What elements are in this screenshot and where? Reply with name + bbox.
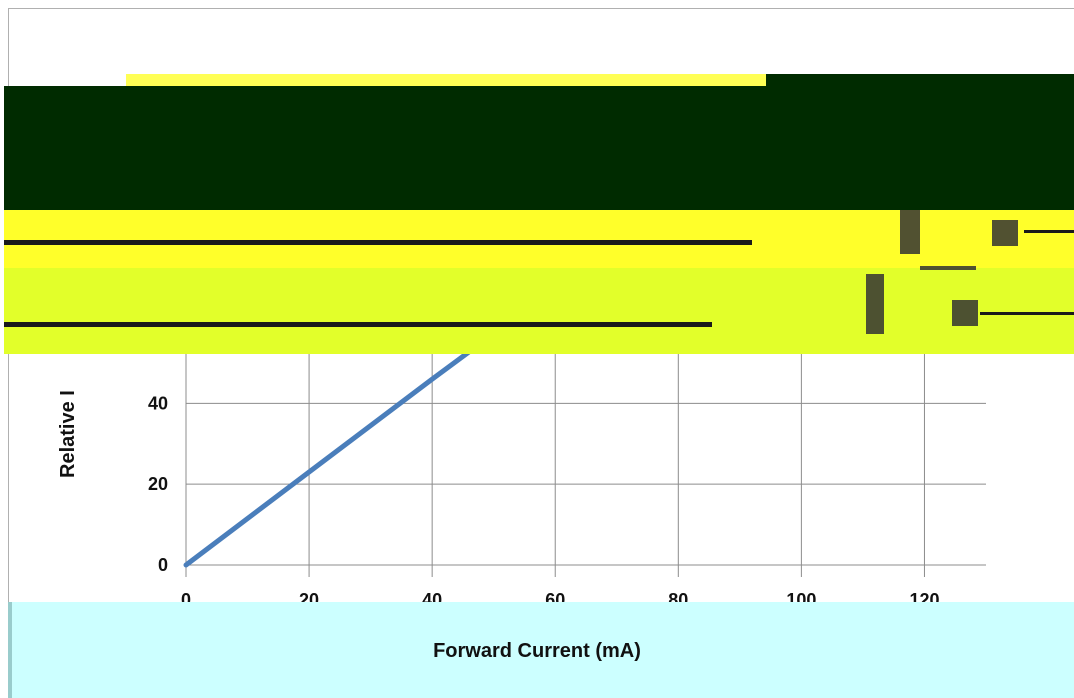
glitch-band-edge — [8, 602, 12, 698]
glitch-band-lime — [4, 268, 1074, 354]
x-axis-title: Forward Current (mA) — [433, 640, 641, 662]
y-tick-label: 20 — [148, 474, 168, 494]
glitch-band-bottom — [8, 602, 1074, 698]
glitch-block — [952, 300, 978, 326]
glitch-block — [900, 210, 920, 254]
glitch-band-dark — [4, 86, 1074, 210]
glitch-block — [920, 266, 976, 270]
y-tick-label: 40 — [148, 393, 168, 413]
glitch-line — [1024, 230, 1074, 233]
glitch-block — [866, 274, 884, 334]
x-tick-label: 0 — [181, 590, 191, 610]
y-axis-title: Relative I — [57, 390, 79, 478]
glitch-band-top-dark — [766, 74, 1074, 86]
glitch-line — [4, 322, 712, 327]
glitch-block — [992, 220, 1018, 246]
y-tick-labels: 0 20 40 — [148, 393, 168, 575]
glitch-line — [4, 240, 752, 245]
glitch-band-top — [126, 74, 766, 86]
glitch-band-yellow — [4, 210, 1074, 268]
y-tick-label: 0 — [158, 555, 168, 575]
glitch-line — [980, 312, 1074, 315]
